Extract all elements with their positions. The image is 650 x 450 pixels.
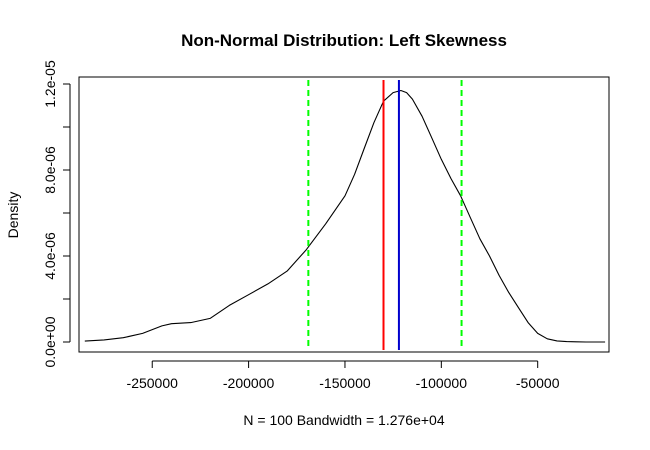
y-axis: 0.0e+00 4.0e-06 8.0e-06 1.2e-05 [42, 60, 71, 368]
x-tick-label: -200000 [223, 375, 275, 391]
reference-lines-layer [307, 80, 463, 350]
x-axis: -250000 -200000 -150000 -100000 -50000 [127, 360, 560, 391]
x-tick-label: -100000 [416, 375, 468, 391]
x-tick-label: -150000 [319, 375, 371, 391]
y-tick-label: 4.0e-06 [42, 232, 58, 280]
x-axis-label: N = 100 Bandwidth = 1.276e+04 [243, 412, 444, 428]
y-tick-label: 1.2e-05 [42, 60, 58, 108]
x-tick-label: -50000 [516, 375, 560, 391]
x-tick-label: -250000 [127, 375, 179, 391]
chart-title: Non-Normal Distribution: Left Skewness [181, 31, 507, 50]
plot-area-box [78, 76, 610, 353]
y-axis-label: Density [5, 192, 21, 239]
y-tick-label: 0.0e+00 [42, 316, 58, 367]
density-curve-series-0 [84, 89, 606, 343]
y-tick-label: 8.0e-06 [42, 146, 58, 194]
density-curve-layer [84, 89, 606, 343]
